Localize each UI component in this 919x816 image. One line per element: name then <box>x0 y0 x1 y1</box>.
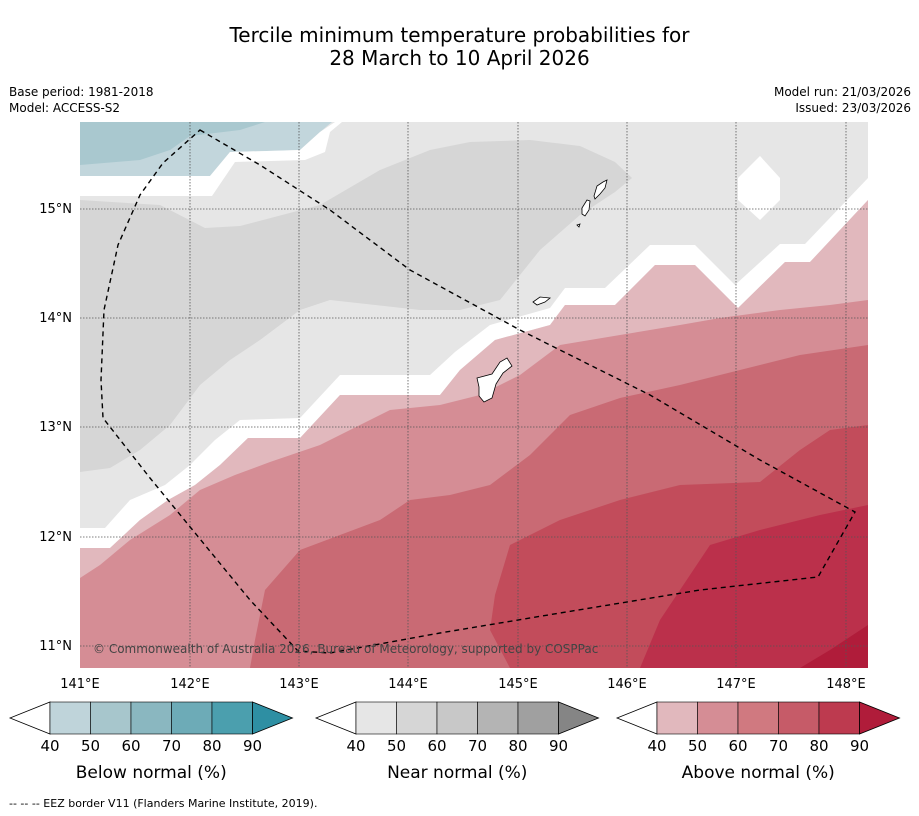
base-period-text: Base period: 1981-2018 <box>9 85 154 99</box>
model-run-text: Model run: 21/03/2026 <box>773 85 911 99</box>
colorbar-tick-label: 50 <box>688 737 707 755</box>
colorbar-tick-label: 70 <box>769 737 788 755</box>
colorbar-tick-label: 90 <box>243 737 262 755</box>
meta-right: Model run: 21/03/2026 Issued: 23/03/2026 <box>774 84 911 116</box>
copyright-text: © Commonwealth of Australia 2026, Bureau… <box>93 642 598 656</box>
lon-label-148: 148°E <box>826 677 866 692</box>
lon-label-142: 142°E <box>170 677 210 692</box>
colorbar-extend-high <box>859 701 901 735</box>
colorbar-segment <box>436 701 478 735</box>
island-guam <box>476 357 513 403</box>
colorbar-tick-label: 80 <box>809 737 828 755</box>
colorbar-segment <box>697 701 739 735</box>
colorbar-segment <box>49 701 91 735</box>
colorbar-1: 40 50 60 70 80 90 Below normal (%) <box>8 701 294 783</box>
map-title-line1: Tercile minimum temperature probabilitie… <box>229 23 690 47</box>
above-normal-90-region <box>800 625 868 668</box>
gap-band-top <box>80 122 342 196</box>
colorbar-tick-label: 40 <box>40 737 59 755</box>
model-text: Model: ACCESS-S2 <box>9 101 121 115</box>
colorbar-tick-label: 50 <box>81 737 100 755</box>
colorbar-2: 40 50 60 70 80 90 Near normal (%) <box>314 701 600 783</box>
colorbar-segment <box>477 701 519 735</box>
colorbar-segment <box>778 701 820 735</box>
colorbar-segment <box>517 701 559 735</box>
gridlines <box>80 122 868 668</box>
island-anatahan <box>593 179 608 200</box>
colorbar-3: 40 50 60 70 80 90 Above normal (%) <box>615 701 901 783</box>
colorbar-extend-high <box>252 701 294 735</box>
colorbar-segment <box>818 701 860 735</box>
colorbar-tick-label: 40 <box>647 737 666 755</box>
colorbar-tick-label: 70 <box>468 737 487 755</box>
below-normal-50-region <box>80 122 265 165</box>
colorbar-extend-high <box>558 701 600 735</box>
colorbar-segment <box>396 701 438 735</box>
colorbar-label: Below normal (%) <box>76 763 227 783</box>
colorbar-tick-label: 80 <box>508 737 527 755</box>
island-aguijan <box>576 223 581 228</box>
colorbar-tick-label: 70 <box>162 737 181 755</box>
lon-label-143: 143°E <box>279 677 319 692</box>
above-normal-80-region <box>640 505 868 668</box>
island-saipan <box>581 199 591 217</box>
meta-left: Base period: 1981-2018 Model: ACCESS-S2 <box>9 84 154 116</box>
lat-label-11: 11°N <box>39 639 72 654</box>
island-rota <box>532 296 552 306</box>
lat-label-12: 12°N <box>39 530 72 545</box>
lat-label-15: 15°N <box>39 202 72 217</box>
lat-label-14: 14°N <box>39 311 72 326</box>
eez-footnote: -- -- -- EEZ border V11 (Flanders Marine… <box>9 797 318 810</box>
colorbar-segment <box>211 701 253 735</box>
colorbar-tick-label: 80 <box>202 737 221 755</box>
colorbar-segment <box>90 701 132 735</box>
probability-field: © Commonwealth of Australia 2026, Bureau… <box>80 122 868 668</box>
colorbars: 40 50 60 70 80 90 Below normal (%) 40 50 60 70 80 90… <box>8 701 901 783</box>
colorbar-tick-label: 50 <box>387 737 406 755</box>
eez-border <box>100 129 856 654</box>
colorbar-segment <box>355 701 397 735</box>
lon-label-147: 147°E <box>716 677 756 692</box>
colorbar-extend-low <box>615 701 658 735</box>
colorbar-segment <box>737 701 779 735</box>
issued-text: Issued: 23/03/2026 <box>795 101 911 115</box>
colorbar-extend-low <box>314 701 357 735</box>
colorbar-extend-low <box>8 701 51 735</box>
colorbar-tick-label: 60 <box>121 737 140 755</box>
islands <box>476 179 608 403</box>
lat-label-13: 13°N <box>39 420 72 435</box>
colorbar-tick-label: 40 <box>346 737 365 755</box>
colorbar-tick-label: 60 <box>427 737 446 755</box>
lon-label-145: 145°E <box>498 677 538 692</box>
near-normal-50-region <box>80 140 632 472</box>
map-title-line2: 28 March to 10 April 2026 <box>329 46 590 70</box>
colorbar-tick-label: 60 <box>728 737 747 755</box>
lon-label-144: 144°E <box>388 677 428 692</box>
colorbar-tick-label: 90 <box>549 737 568 755</box>
colorbar-label: Near normal (%) <box>387 763 527 783</box>
colorbar-tick-label: 90 <box>850 737 869 755</box>
gap-patch-east <box>738 156 780 220</box>
colorbar-label: Above normal (%) <box>682 763 835 783</box>
colorbar-segment <box>656 701 698 735</box>
colorbar-segment <box>130 701 172 735</box>
colorbar-segment <box>171 701 213 735</box>
lon-label-141: 141°E <box>60 677 100 692</box>
lon-label-146: 146°E <box>607 677 647 692</box>
